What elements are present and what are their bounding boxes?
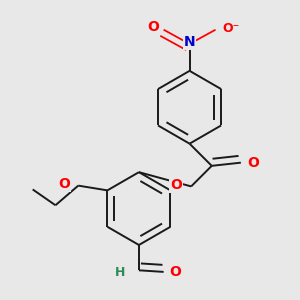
Text: O⁻: O⁻ [222, 22, 239, 34]
Text: O: O [58, 177, 70, 191]
Text: O: O [170, 178, 182, 192]
Text: O: O [169, 265, 181, 279]
Text: N: N [184, 35, 195, 50]
Text: O: O [148, 20, 159, 34]
Text: H: H [115, 266, 125, 279]
Text: O: O [247, 156, 259, 170]
